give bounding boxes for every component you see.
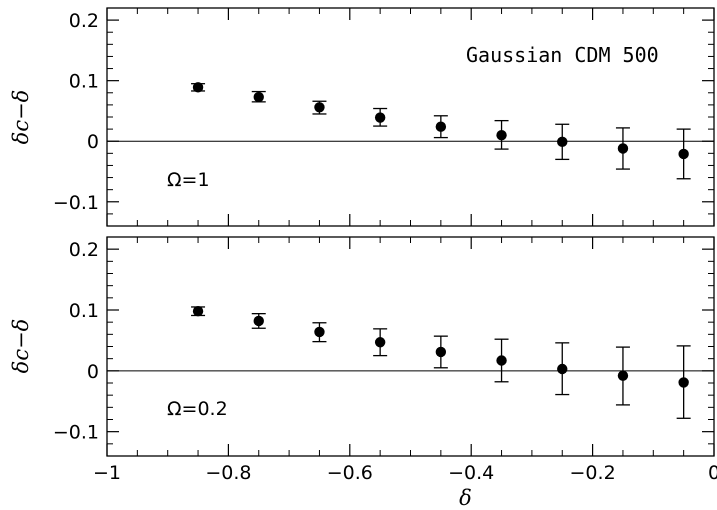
data-point — [192, 82, 204, 93]
y-tick-label: 0.1 — [69, 71, 99, 93]
data-point — [496, 129, 507, 141]
x-tick-label: −0.8 — [205, 462, 251, 484]
data-point — [557, 363, 568, 375]
y-axis-title: δc−δ — [9, 90, 33, 145]
data-point — [314, 102, 325, 113]
y-tick-label: 0 — [87, 361, 99, 383]
plot-title: Gaussian CDM 500 — [466, 43, 659, 67]
data-point — [617, 143, 629, 154]
data-point — [374, 112, 386, 123]
y-tick-label: −0.1 — [53, 192, 99, 214]
data-point — [435, 121, 447, 132]
data-point — [678, 148, 689, 160]
data-point — [557, 136, 568, 148]
y-tick-label: 0.2 — [69, 239, 99, 261]
data-point — [678, 377, 689, 388]
data-point — [192, 306, 204, 317]
y-axis-title: δc−δ — [9, 319, 33, 374]
y-tick-label: −0.1 — [53, 422, 99, 444]
data-point — [253, 91, 264, 103]
data-point — [374, 337, 386, 348]
x-tick-label: −1 — [93, 462, 121, 484]
data-point — [435, 346, 447, 358]
x-tick-label: −0.4 — [448, 462, 494, 484]
data-point — [496, 355, 507, 366]
top-panel: −0.1 0 0.1 0.2 δc−δ Ω=1 Gaussian CDM 500 — [9, 7, 715, 227]
omega-annotation: Ω=0.2 — [167, 398, 228, 420]
data-point — [314, 326, 325, 338]
y-tick-label: 0 — [87, 131, 99, 153]
bottom-panel: −0.1 0 0.1 0.2 −1 −0.8 −0.6 −0.4 −0.2 0 δ δc−δ Ω=0.2 — [9, 236, 717, 510]
x-axis-title: δ — [459, 486, 472, 510]
data-point — [253, 315, 264, 327]
x-tick-label: 0 — [708, 462, 717, 484]
data-point — [617, 370, 629, 381]
y-tick-label: 0.1 — [69, 300, 99, 322]
y-tick-label: 0.2 — [69, 10, 99, 32]
x-tick-label: −0.2 — [570, 462, 616, 484]
omega-annotation: Ω=1 — [167, 169, 210, 191]
plot-frame — [106, 7, 715, 227]
x-tick-label: −0.6 — [327, 462, 373, 484]
